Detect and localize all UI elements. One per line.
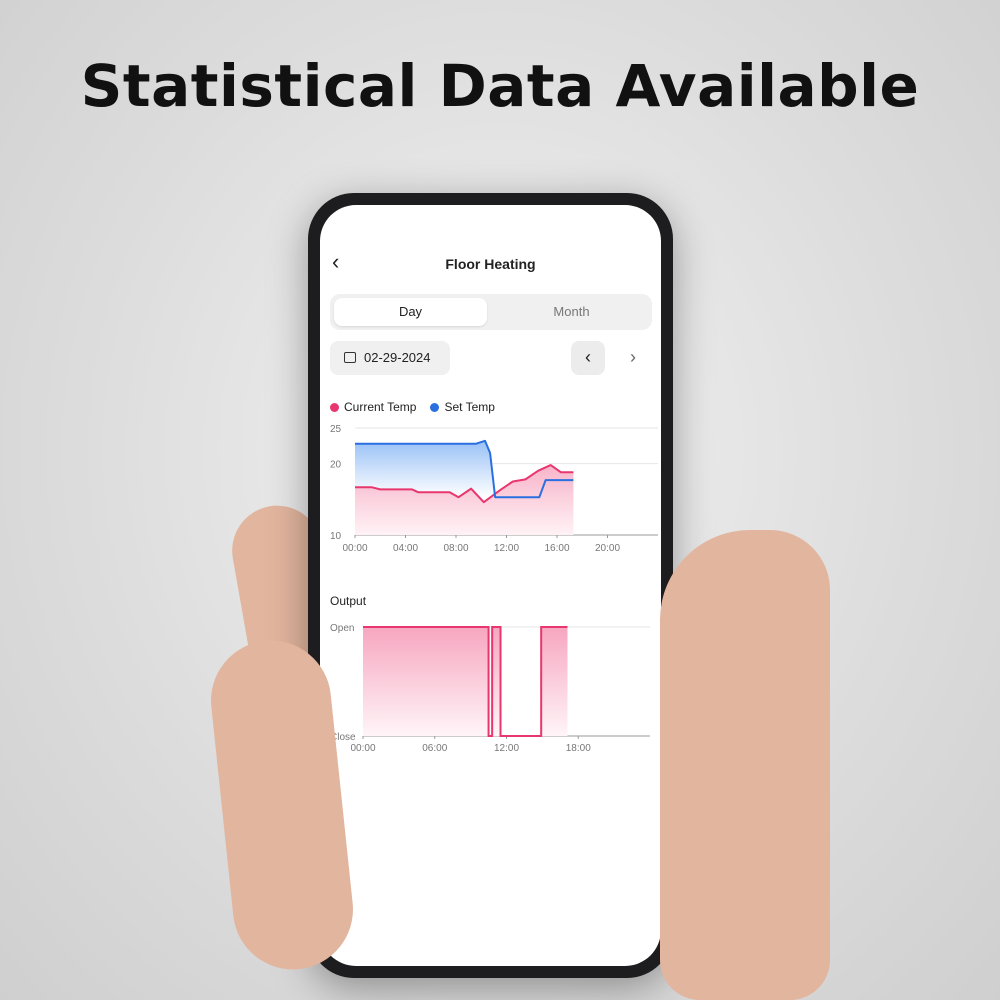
line-set-temp xyxy=(355,439,574,499)
date-label: 02-29-2024 xyxy=(364,350,431,365)
output-open-area xyxy=(541,627,568,736)
headline: Statistical Data Available xyxy=(80,52,920,120)
output-chart: Close Open 00:00 06:00 12:00 18:00 xyxy=(330,623,650,753)
y-tick-label: 10 xyxy=(330,531,342,542)
prev-date-button[interactable]: ‹ xyxy=(571,341,605,375)
output-open-area xyxy=(363,627,489,736)
period-tabs: Day Month xyxy=(330,294,652,330)
page-title: Floor Heating xyxy=(445,256,536,272)
x-tick-label: 18:00 xyxy=(566,743,591,753)
x-tick-label: 00:00 xyxy=(342,543,367,554)
x-tick-label: 20:00 xyxy=(595,543,620,554)
back-button[interactable]: ‹ xyxy=(332,249,340,274)
line-current-temp xyxy=(355,464,574,504)
x-tick-label: 06:00 xyxy=(422,743,447,753)
app-screen: ‹ Floor Heating Day Month 02-29-2024 ‹ ›… xyxy=(320,205,661,966)
legend: Current Temp Set Temp xyxy=(330,400,495,414)
area-current-temp xyxy=(355,465,574,535)
y-tick-label: 20 xyxy=(330,460,342,471)
legend-current-temp: Current Temp xyxy=(330,400,416,414)
tab-month[interactable]: Month xyxy=(553,304,590,319)
x-tick-label: 12:00 xyxy=(494,743,519,753)
output-open-area xyxy=(492,627,501,736)
phone: ‹ Floor Heating Day Month 02-29-2024 ‹ ›… xyxy=(308,193,673,978)
y-tick-label: Open xyxy=(330,623,354,634)
calendar-icon xyxy=(344,352,356,363)
y-tick-label: Close xyxy=(330,732,356,743)
x-tick-label: 12:00 xyxy=(494,543,519,554)
legend-dot-icon xyxy=(430,403,440,412)
tab-day[interactable]: Day xyxy=(334,298,487,326)
x-tick-label: 04:00 xyxy=(393,543,418,554)
temperature-chart: 10 20 25 00:00 04:00 08:00 12:00 16:00 20:00 xyxy=(330,424,658,554)
hand-palm xyxy=(660,530,830,1000)
output-title: Output xyxy=(330,594,367,608)
output-step-line xyxy=(363,626,568,737)
legend-dot-icon xyxy=(330,403,339,412)
y-tick-label: 25 xyxy=(330,424,342,435)
x-tick-label: 08:00 xyxy=(443,543,468,554)
legend-set-temp: Set Temp xyxy=(430,400,495,414)
next-date-button[interactable]: › xyxy=(630,347,636,367)
x-tick-label: 00:00 xyxy=(350,743,375,753)
x-tick-label: 16:00 xyxy=(544,543,569,554)
date-picker[interactable]: 02-29-2024 xyxy=(330,341,450,375)
